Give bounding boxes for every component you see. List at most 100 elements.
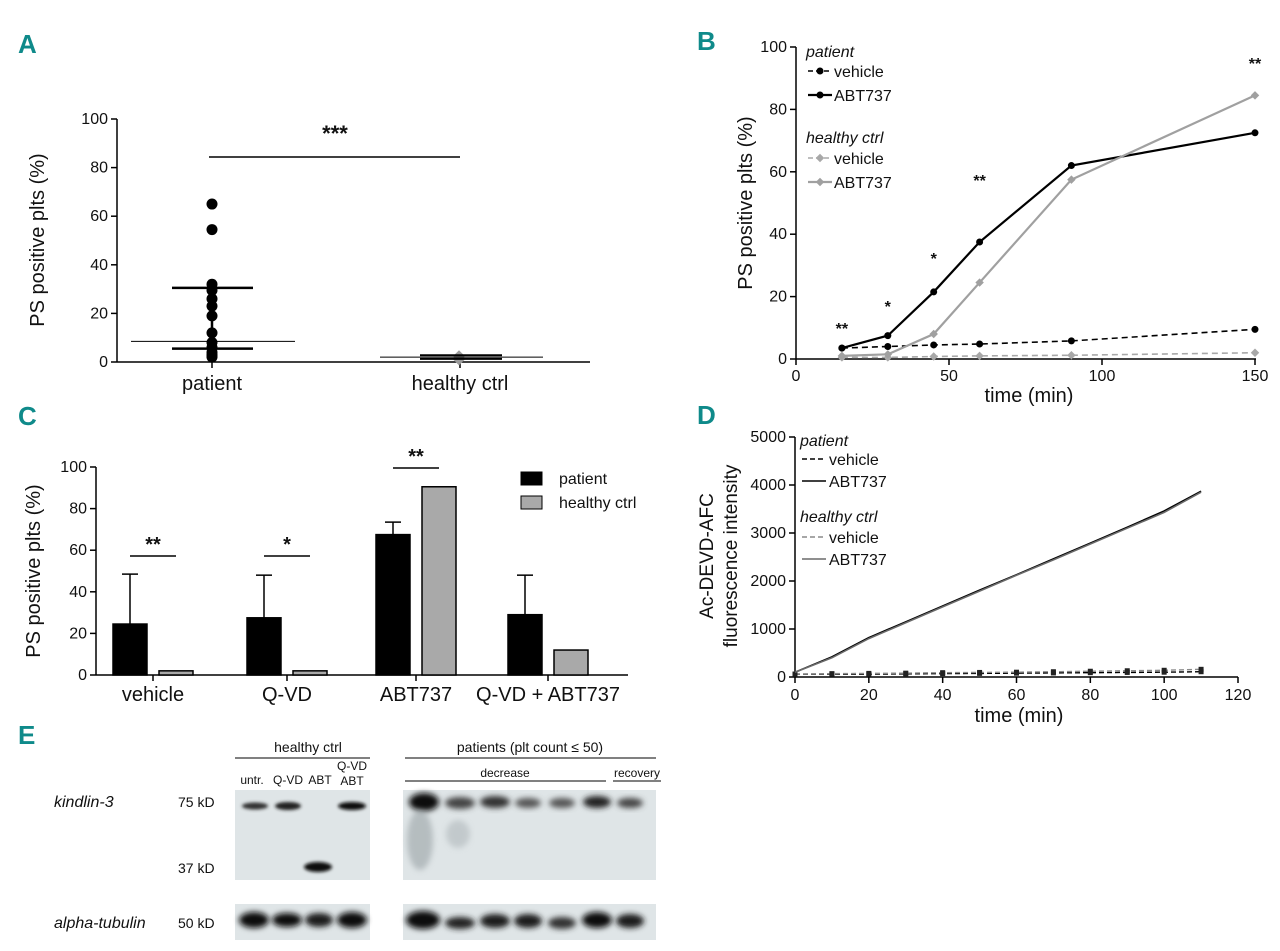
- panel-b-significance-marker: *: [885, 299, 892, 316]
- blot-size-37kd: 37 kD: [178, 860, 215, 876]
- blot-healthy-header: healthy ctrl: [274, 739, 342, 755]
- panel-b-legend-patient-title: patient: [805, 44, 855, 61]
- panel-b-x-label: time (min): [985, 385, 1074, 407]
- panel-b-patient-abt737-point: [838, 344, 846, 352]
- blot-band-patient-2-75: [445, 797, 475, 809]
- blot-band-patient-1-50: [406, 911, 440, 929]
- panel-c-category-label: Q-VD: [262, 684, 312, 706]
- panel-a-patient-point: [206, 224, 218, 236]
- panel-c-bar-patient: [507, 613, 543, 676]
- panel-b-patient-abt737-point: [884, 332, 892, 340]
- panel-c-category-label: Q-VD + ABT737: [476, 684, 620, 706]
- panel-b-legend-patient-abt737: ABT737: [834, 88, 892, 105]
- blot-row-tubulin-label: alpha-tubulin: [54, 915, 146, 932]
- panel-d-healthy-vehicle-point: [977, 669, 983, 675]
- panel-a-significance: ***: [322, 121, 348, 146]
- blot-decrease-label: decrease: [480, 766, 530, 780]
- blot-smear-patient-1: [407, 810, 433, 870]
- panel-b-patient-vehicle-point: [1251, 325, 1259, 333]
- panel-b-patient-abt737-line: [841, 131, 1256, 350]
- panel-b-healthy-abt737-point: [1250, 91, 1260, 100]
- panel-c-legend-healthy-swatch: [520, 495, 543, 510]
- panel-d-healthy-vehicle-line: [794, 668, 1202, 675]
- panel-c-legend-healthy: healthy ctrl: [559, 495, 636, 512]
- panel-c-bar-healthy: [158, 670, 194, 676]
- panel-c-bar-healthy: [553, 649, 589, 676]
- panel-d-healthy-vehicle-point: [1198, 666, 1204, 672]
- blot-patients-header: patients (plt count ≤ 50): [457, 739, 603, 755]
- panel-d-legend-patient-vehicle: vehicle: [829, 452, 879, 469]
- panel-d-y-tick-label: 5000: [750, 429, 786, 446]
- panel-c-category-label: ABT737: [380, 684, 452, 706]
- panel-b-legend-patient-abt737-marker: [816, 91, 824, 99]
- panel-label-c: C: [18, 401, 37, 431]
- panel-c-y-tick-label: 40: [69, 584, 87, 601]
- blot-band-healthy-abt-37: [304, 862, 332, 872]
- blot-band-healthy-qvdabt-75: [338, 802, 366, 810]
- panel-d-x-tick-label: 40: [934, 687, 952, 704]
- panel-d-legend-healthy-title: healthy ctrl: [800, 509, 878, 526]
- blot-band-patient-5-50: [548, 917, 576, 929]
- panel-c-bar-patient: [112, 623, 148, 676]
- panel-b-healthy-abt737-line: [841, 94, 1256, 357]
- panel-label-e: E: [18, 720, 35, 750]
- panel-c-y-tick-label: 0: [78, 667, 87, 684]
- panel-d-healthy-vehicle-point: [1124, 668, 1130, 674]
- panel-d-x-label: time (min): [975, 705, 1064, 727]
- panel-b-patient-vehicle-point: [884, 343, 892, 351]
- panel-d-legend-patient-title: patient: [799, 433, 849, 450]
- panel-b-patient-vehicle-line: [841, 328, 1256, 349]
- panel-a-patient-point: [206, 351, 218, 363]
- panel-b-significance-marker: **: [836, 321, 849, 338]
- panel-d-x-tick-label: 0: [791, 687, 800, 704]
- blot-lane-qvd: Q-VD: [273, 773, 303, 787]
- panel-b-x-tick-label: 150: [1242, 368, 1269, 385]
- panel-b-healthy-abt737-point: [883, 350, 893, 359]
- panel-c-bar-healthy: [421, 486, 457, 676]
- panel-d-legend-patient-abt737: ABT737: [829, 474, 887, 491]
- blot-band-healthy-qvdabt-50: [337, 912, 367, 928]
- panel-b-legend-patient-vehicle: vehicle: [834, 64, 884, 81]
- panel-d-x-tick-label: 20: [860, 687, 878, 704]
- panel-a-y-tick-label: 100: [81, 111, 108, 128]
- panel-b-legend-healthy-vehicle: vehicle: [834, 151, 884, 168]
- panel-d-healthy-vehicle-point: [940, 670, 946, 676]
- blot-band-patient-6-50: [582, 912, 612, 928]
- panel-b-healthy-vehicle-point: [1067, 351, 1076, 360]
- panel-b-legend-healthy-title: healthy ctrl: [806, 130, 884, 147]
- panel-a-y-tick-label: 20: [90, 305, 108, 322]
- panel-b-healthy-vehicle-point: [929, 352, 938, 361]
- blot-band-patient-4-75: [515, 798, 541, 808]
- blot-lane-untr: untr.: [240, 773, 263, 787]
- panel-d-x-tick-label: 60: [1008, 687, 1026, 704]
- panel-d-y-tick-label: 4000: [750, 477, 786, 494]
- panel-a-y-tick-label: 40: [90, 257, 108, 274]
- blot-band-patient-3-75: [480, 796, 510, 808]
- blot-row-kindlin3-label: kindlin-3: [54, 794, 114, 811]
- panel-b-patient-abt737-point: [1251, 129, 1259, 137]
- panel-b-healthy-vehicle-point: [975, 351, 984, 361]
- blot-smear-patient-2: [446, 820, 470, 848]
- blot-size-50kd: 50 kD: [178, 915, 215, 931]
- panel-b-significance-marker: *: [931, 251, 938, 268]
- panel-a-y-label: PS positive plts (%): [27, 153, 49, 326]
- panel-d-y-label-line1: Ac-DEVD-AFC: [697, 493, 718, 619]
- panel-a-patient-point: [206, 198, 218, 210]
- panel-a-y-tick-label: 80: [90, 160, 108, 177]
- panel-label-b: B: [697, 26, 716, 56]
- panel-d-y-tick-label: 0: [777, 669, 786, 686]
- blot-lane-qvd-abt-top: Q-VD: [337, 759, 367, 773]
- panel-d-healthy-vehicle-point: [829, 671, 835, 677]
- panel-b-patient-abt737-point: [1067, 162, 1075, 170]
- panel-c-significance-marker: **: [408, 446, 424, 468]
- panel-b-y-tick-label: 40: [769, 226, 787, 243]
- panel-d-y-tick-label: 3000: [750, 525, 786, 542]
- panel-d-healthy-vehicle-point: [1087, 668, 1093, 674]
- panel-b-patient-abt737-point: [930, 288, 938, 296]
- panel-d-x-tick-label: 100: [1151, 687, 1178, 704]
- panel-label-a: A: [18, 29, 37, 59]
- panel-b-y-tick-label: 0: [778, 351, 787, 368]
- panel-b-patient-vehicle-point: [930, 341, 938, 349]
- panel-b-y-label: PS positive plts (%): [735, 116, 757, 289]
- panel-d-y-tick-label: 1000: [750, 621, 786, 638]
